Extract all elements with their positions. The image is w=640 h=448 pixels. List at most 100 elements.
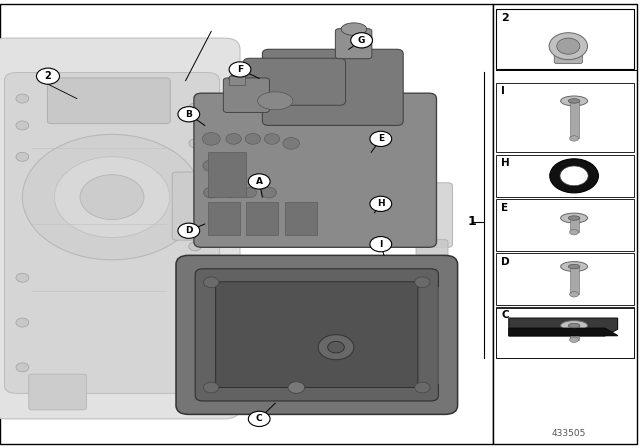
Ellipse shape — [257, 92, 293, 110]
Circle shape — [351, 33, 372, 48]
FancyBboxPatch shape — [223, 78, 269, 112]
FancyBboxPatch shape — [216, 282, 418, 388]
Circle shape — [223, 165, 238, 176]
Ellipse shape — [570, 292, 579, 297]
Circle shape — [204, 277, 219, 288]
FancyBboxPatch shape — [47, 78, 170, 124]
Circle shape — [189, 139, 202, 148]
Circle shape — [16, 94, 29, 103]
Circle shape — [204, 382, 219, 393]
Text: E: E — [378, 134, 384, 143]
FancyBboxPatch shape — [172, 172, 231, 240]
Circle shape — [16, 318, 29, 327]
Circle shape — [549, 33, 588, 60]
Ellipse shape — [568, 99, 580, 103]
Bar — [496, 83, 634, 152]
Bar — [496, 199, 634, 251]
Circle shape — [248, 411, 270, 426]
Text: E: E — [501, 203, 508, 213]
Circle shape — [370, 237, 392, 252]
FancyBboxPatch shape — [243, 58, 346, 105]
Text: D: D — [501, 257, 509, 267]
FancyBboxPatch shape — [335, 29, 372, 59]
Text: C: C — [256, 414, 262, 423]
Circle shape — [223, 188, 237, 198]
Polygon shape — [509, 318, 618, 336]
Circle shape — [22, 134, 202, 260]
Circle shape — [557, 38, 580, 54]
FancyBboxPatch shape — [554, 43, 582, 64]
Circle shape — [54, 157, 170, 237]
Circle shape — [189, 309, 202, 318]
FancyBboxPatch shape — [176, 255, 458, 414]
Circle shape — [202, 133, 220, 145]
Ellipse shape — [341, 23, 367, 35]
Circle shape — [370, 131, 392, 146]
Circle shape — [80, 175, 144, 220]
Polygon shape — [509, 328, 618, 336]
Bar — [229, 76, 245, 85]
Ellipse shape — [561, 262, 588, 271]
Bar — [496, 307, 634, 358]
Bar — [570, 267, 579, 294]
Bar — [496, 155, 634, 197]
Text: 1: 1 — [468, 215, 477, 228]
Circle shape — [560, 166, 588, 185]
Bar — [246, 202, 278, 235]
Bar — [496, 9, 634, 69]
Circle shape — [328, 341, 344, 353]
Text: D: D — [185, 226, 193, 235]
Bar — [208, 152, 246, 197]
Ellipse shape — [568, 264, 580, 269]
Text: I: I — [379, 240, 383, 249]
Circle shape — [16, 121, 29, 130]
Ellipse shape — [570, 136, 579, 141]
Ellipse shape — [561, 213, 588, 223]
Circle shape — [204, 187, 219, 198]
Circle shape — [550, 159, 598, 193]
Bar — [570, 101, 579, 138]
Circle shape — [178, 223, 200, 238]
Text: F: F — [237, 65, 243, 74]
Text: A: A — [256, 177, 262, 186]
Circle shape — [370, 196, 392, 211]
Text: H: H — [377, 199, 385, 208]
Circle shape — [189, 103, 202, 112]
Bar — [0, 4, 493, 444]
Bar — [570, 217, 579, 232]
Ellipse shape — [570, 337, 579, 342]
Bar — [496, 308, 634, 358]
Circle shape — [283, 138, 300, 149]
Circle shape — [16, 273, 29, 282]
Circle shape — [189, 242, 202, 251]
Circle shape — [243, 188, 257, 198]
Circle shape — [36, 68, 60, 84]
Circle shape — [16, 363, 29, 372]
FancyBboxPatch shape — [195, 269, 438, 401]
Ellipse shape — [570, 229, 579, 235]
Bar — [208, 202, 240, 235]
Circle shape — [16, 152, 29, 161]
Ellipse shape — [561, 96, 588, 106]
Circle shape — [318, 335, 354, 360]
FancyBboxPatch shape — [408, 183, 452, 247]
Circle shape — [288, 382, 305, 393]
Circle shape — [245, 134, 260, 144]
Ellipse shape — [568, 216, 580, 220]
Circle shape — [203, 160, 220, 172]
Text: I: I — [501, 86, 505, 96]
Bar — [493, 4, 637, 444]
Text: H: H — [501, 158, 510, 168]
Text: C: C — [501, 310, 509, 320]
Ellipse shape — [561, 321, 588, 331]
Circle shape — [415, 382, 430, 393]
Ellipse shape — [229, 74, 245, 82]
Text: 433505: 433505 — [551, 429, 586, 438]
Circle shape — [415, 277, 430, 288]
Text: G: G — [358, 36, 365, 45]
FancyBboxPatch shape — [262, 49, 403, 125]
Bar — [570, 325, 579, 340]
Text: B: B — [186, 110, 192, 119]
Circle shape — [178, 107, 200, 122]
Bar — [285, 202, 317, 235]
